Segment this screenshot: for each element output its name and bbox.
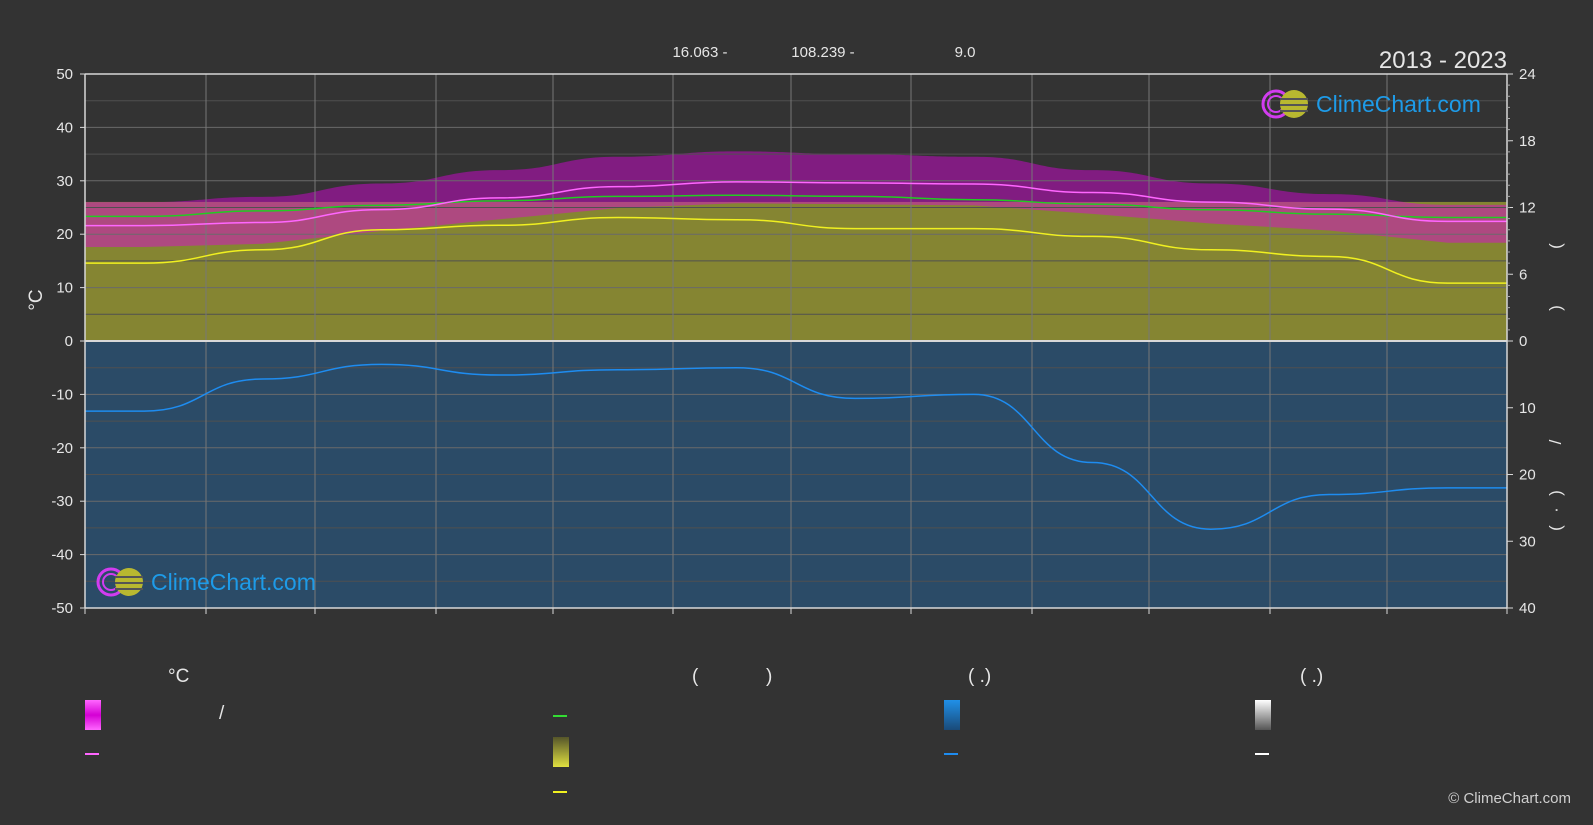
copyright: © ClimeChart.com [1448, 790, 1571, 807]
temperature-mean-line [85, 181, 1507, 227]
left-tick-label: 40 [56, 119, 73, 136]
left-tick-label: 50 [56, 66, 73, 83]
legend: °C ( ) ( .) ( .) / [0, 660, 1593, 810]
sunshine-line [85, 216, 1507, 284]
left-tick-label: -40 [51, 547, 73, 564]
logo-text: ClimeChart.com [151, 568, 316, 595]
left-tick-label: -20 [51, 440, 73, 457]
climate-chart: 50 40 30 20 10 0 -10 -20 -30 -40 -50 24 18 12 6 0 10 20 30… [26, 44, 1565, 617]
right-axis-label-glyph: ( [1546, 243, 1565, 249]
right-axis-label-glyph: ) [1546, 305, 1565, 311]
left-tick-label: 10 [56, 280, 73, 297]
legend-sun-header-open: ( [692, 666, 699, 687]
right-axis-label-glyph: / [1546, 439, 1565, 444]
legend-sunshine-swatch [553, 737, 569, 767]
logo-text: ClimeChart.com [1316, 90, 1481, 117]
temperature-range-band [85, 151, 1507, 248]
right-bottom-tick-label: 10 [1519, 400, 1536, 417]
right-axis-label-glyph: · [1546, 507, 1565, 513]
legend-precip-line [944, 753, 958, 755]
legend-precip-swatch [944, 700, 960, 730]
precipitation-line [85, 363, 1507, 530]
logo-top[interactable]: ClimeChart.com [1260, 88, 1481, 120]
chart-axes: 50 40 30 20 10 0 -10 -20 -30 -40 -50 24 18 12 6 0 10 20 30… [51, 66, 1565, 617]
legend-temp-range-swatch [85, 700, 101, 730]
chart-grid [84, 73, 1508, 609]
climechart-logo-icon [96, 567, 143, 597]
coord-lat: 16.063 - [672, 44, 727, 61]
left-tick-label: -10 [51, 386, 73, 403]
daylight-line [85, 194, 1507, 219]
legend-snow-header: ( .) [1300, 666, 1324, 687]
left-tick-label: -30 [51, 493, 73, 510]
right-bottom-tick-label: 30 [1519, 533, 1536, 550]
legend-snow-swatch [1255, 700, 1271, 730]
right-top-tick-label: 18 [1519, 133, 1536, 150]
right-axis-label-glyph: ) [1546, 490, 1565, 496]
right-top-tick-label: 0 [1519, 333, 1527, 350]
legend-daylight-line [553, 715, 567, 717]
legend-temp-mean-line [85, 753, 99, 755]
legend-temp-header: °C [168, 666, 190, 687]
left-tick-label: 30 [56, 173, 73, 190]
left-tick-label: -50 [51, 600, 73, 617]
period-label: 2013 - 2023 [1379, 47, 1507, 74]
right-axis-label-glyph: ( [1546, 525, 1565, 531]
left-tick-label: 0 [65, 333, 73, 350]
left-axis-label: °C [26, 289, 47, 310]
logo-bottom[interactable]: ClimeChart.com [95, 566, 316, 598]
right-bottom-tick-label: 40 [1519, 600, 1536, 617]
legend-sunshine-line [553, 791, 567, 793]
legend-slash: / [219, 703, 225, 724]
left-tick-label: 20 [56, 226, 73, 243]
legend-snow-line [1255, 753, 1269, 755]
coord-elev: 9.0 [955, 44, 976, 61]
right-bottom-tick-label: 20 [1519, 467, 1536, 484]
right-top-tick-label: 12 [1519, 200, 1536, 217]
chart-lines [85, 181, 1507, 530]
coord-lon: 108.239 - [791, 44, 854, 61]
legend-sun-header-close: ) [766, 666, 773, 687]
right-top-tick-label: 24 [1519, 66, 1536, 83]
right-top-tick-label: 6 [1519, 266, 1527, 283]
climechart-logo-icon [1261, 89, 1308, 119]
legend-precip-header: ( .) [968, 666, 992, 687]
